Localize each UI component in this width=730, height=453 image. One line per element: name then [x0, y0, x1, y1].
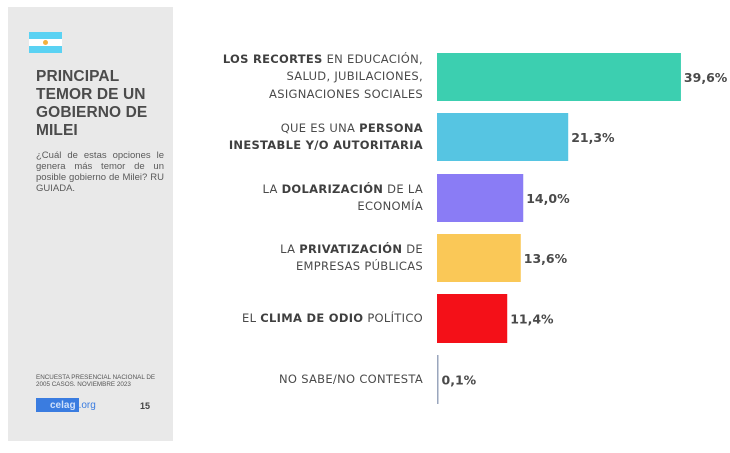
logo-suffix: .org: [78, 400, 96, 411]
category-label-0: LOS RECORTES EN EDUCACIÓN, SALUD, JUBILAC…: [223, 51, 423, 104]
category-label-1: QUE ES UNA PERSONA INESTABLE Y/O AUTORITA…: [229, 120, 423, 155]
value-label-1: 21,3%: [571, 130, 615, 145]
survey-source-note: ENCUESTA PRESENCIAL NACIONAL DE 2005 CAS…: [36, 374, 156, 388]
category-label-text: DE LA: [383, 181, 423, 196]
category-label-2: LA DOLARIZACIÓN DE LA ECONOMÍA: [262, 181, 423, 216]
value-label-3: 13,6%: [524, 251, 568, 266]
bar-0: [437, 53, 681, 101]
value-label-4: 11,4%: [510, 312, 554, 327]
category-label-emphasis: PERSONA: [359, 120, 423, 135]
category-label-text: LA: [262, 181, 282, 196]
value-label-2: 14,0%: [526, 191, 570, 206]
slide-title: PRINCIPAL TEMOR DE UN GOBIERNO DE MILEI: [36, 68, 148, 139]
category-label-text: NO SABE/NO CONTESTA: [278, 371, 423, 386]
category-label-text: EN EDUCACIÓN,: [322, 51, 423, 66]
celag-logo[interactable]: celag .org: [36, 398, 96, 412]
category-label-text: DE: [402, 241, 423, 256]
category-label-emphasis: DOLARIZACIÓN: [281, 181, 384, 196]
category-label-text: SALUD, JUBILACIONES,: [286, 69, 423, 84]
category-label-5: NO SABE/NO CONTESTA: [279, 371, 423, 389]
argentina-flag-icon: [29, 32, 62, 53]
category-label-text: ASIGNACIONES SOCIALES: [269, 86, 423, 101]
page-number: 15: [140, 401, 151, 411]
category-label-line: LOS RECORTES EN EDUCACIÓN,: [223, 51, 423, 69]
category-label-text: LA: [280, 241, 300, 256]
category-label-emphasis: LOS RECORTES: [222, 51, 323, 66]
bar-5: [437, 355, 439, 404]
category-label-4: EL CLIMA DE ODIO POLÍTICO: [242, 310, 423, 328]
category-label-emphasis: INESTABLE Y/O AUTORITARIA: [228, 138, 423, 152]
value-label-5: 0,1%: [442, 373, 477, 388]
category-label-emphasis: PRIVATIZACIÓN: [299, 241, 403, 256]
category-label-line: SALUD, JUBILACIONES,: [223, 68, 423, 86]
category-label-text: ECONOMÍA: [357, 199, 423, 213]
category-label-text: QUE ES UNA: [280, 120, 360, 135]
category-label-line: ASIGNACIONES SOCIALES: [223, 86, 423, 104]
bar-3: [437, 234, 521, 282]
category-label-line: EMPRESAS PÚBLICAS: [280, 258, 423, 276]
category-label-line: NO SABE/NO CONTESTA: [279, 371, 423, 389]
bar-2: [437, 174, 524, 222]
logo-main: celag: [36, 398, 79, 412]
category-label-text: POLÍTICO: [363, 310, 423, 325]
bar-4: [437, 294, 508, 343]
category-label-line: LA PRIVATIZACIÓN DE: [280, 241, 423, 259]
survey-question: ¿Cuál de estas opciones le genera más te…: [36, 150, 164, 194]
category-label-text: EMPRESAS PÚBLICAS: [295, 259, 423, 273]
category-label-line: ECONOMÍA: [262, 198, 423, 216]
category-label-line: INESTABLE Y/O AUTORITARIA: [229, 137, 423, 155]
sidebar-panel: [8, 7, 173, 441]
category-label-line: QUE ES UNA PERSONA: [229, 120, 423, 138]
category-label-3: LA PRIVATIZACIÓN DE EMPRESAS PÚBLICAS: [280, 241, 423, 276]
category-label-text: EL: [242, 310, 261, 325]
category-label-line: LA DOLARIZACIÓN DE LA: [262, 181, 423, 199]
bar-1: [437, 113, 569, 161]
category-label-line: EL CLIMA DE ODIO POLÍTICO: [242, 310, 423, 328]
category-label-emphasis: CLIMA DE ODIO: [260, 310, 364, 325]
value-label-0: 39,6%: [684, 70, 728, 85]
